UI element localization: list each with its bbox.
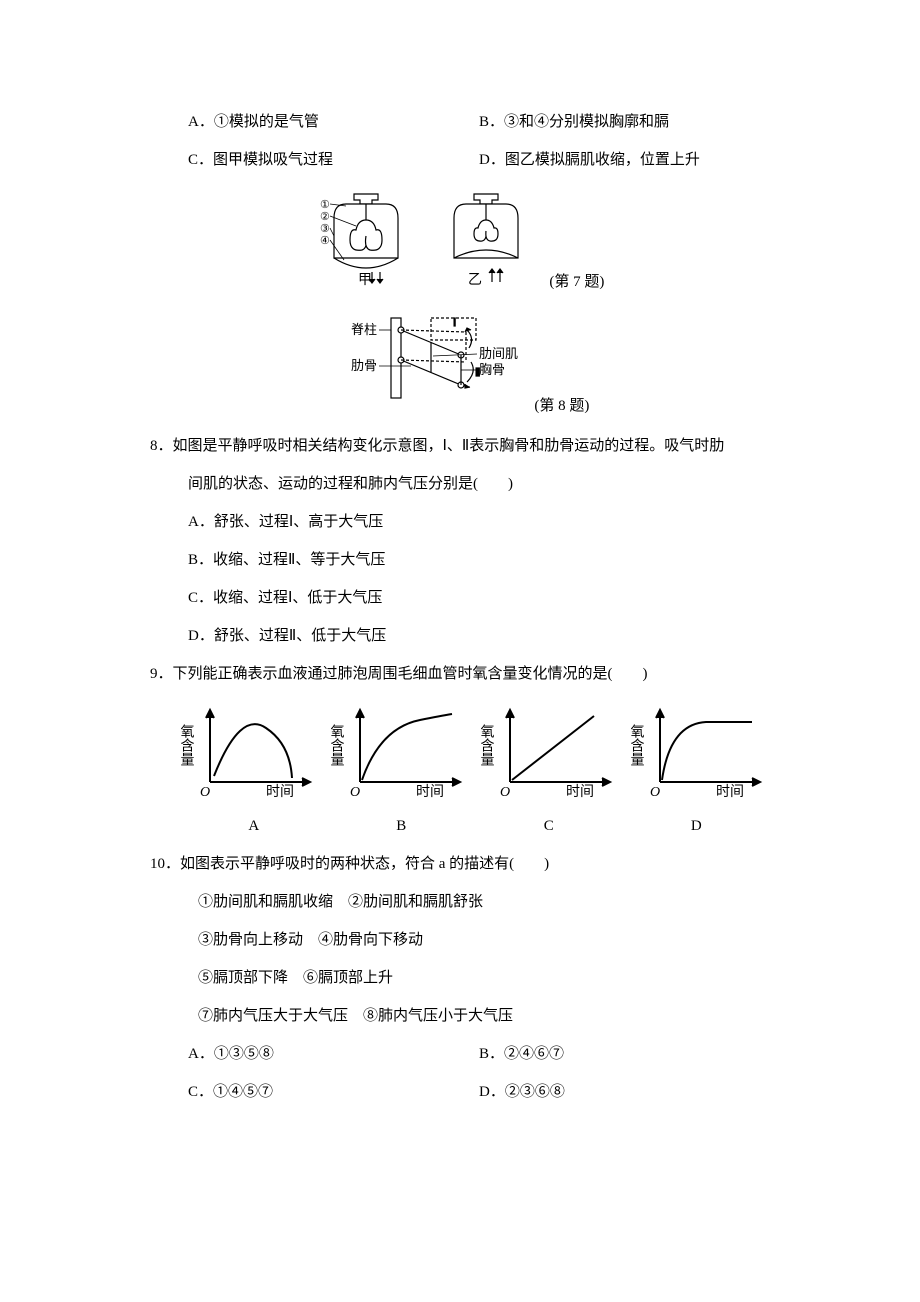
q9-label-d: D xyxy=(623,814,771,838)
q9a-ylabel: 氧含量 xyxy=(180,724,195,766)
q7-diagram-svg: ① ② ③ ④ 甲 乙 xyxy=(316,186,546,286)
q9-label-a: A xyxy=(180,814,328,838)
q8-opt-a: A．舒张、过程Ⅰ、高于大气压 xyxy=(188,510,770,534)
q9c-ylabel: 氧含量 xyxy=(480,724,495,766)
q9-chart-b: 氧含量 O 时间 xyxy=(330,700,470,808)
q7-opt-d: D．图乙模拟膈肌收缩，位置上升 xyxy=(479,148,770,172)
q8-label-spine: 脊柱 xyxy=(351,322,377,337)
q9a-origin: O xyxy=(200,785,210,800)
q9-chart-labels: A B C D xyxy=(180,814,770,838)
q8-options: A．舒张、过程Ⅰ、高于大气压 B．收缩、过程Ⅱ、等于大气压 C．收缩、过程Ⅰ、低… xyxy=(188,510,770,648)
q8-opt-d: D．舒张、过程Ⅱ、低于大气压 xyxy=(188,624,770,648)
q8-stem-line2: 间肌的状态、运动的过程和肺内气压分别是( ) xyxy=(150,472,770,496)
q10-line1: ①肋间肌和膈肌收缩 ②肋间肌和膈肌舒张 xyxy=(198,890,770,914)
q9d-origin: O xyxy=(650,785,660,800)
q8-label-rib: 肋骨 xyxy=(351,358,377,373)
q7-figure: ① ② ③ ④ 甲 乙 (第 7 题) xyxy=(150,186,770,294)
q7-caption: (第 7 题) xyxy=(549,274,604,290)
q10-stem: 10．如图表示平静呼吸时的两种状态，符合 a 的描述有( ) xyxy=(150,852,770,876)
q9d-xlabel: 时间 xyxy=(716,784,744,800)
q10-opt-a: A．①③⑤⑧ xyxy=(188,1042,479,1066)
q9a-xlabel: 时间 xyxy=(266,784,294,800)
q9b-xlabel: 时间 xyxy=(416,784,444,800)
q10-line3: ⑤膈顶部下降 ⑥膈顶部上升 xyxy=(198,966,770,990)
q10-options-row1: A．①③⑤⑧ B．②④⑥⑦ xyxy=(188,1042,770,1066)
q7-marker1: ① xyxy=(320,199,330,211)
q8-diagram-svg: Ⅰ Ⅱ 脊柱 肋骨 肋间肌 胸骨 xyxy=(331,310,531,410)
q7-opt-b: B．③和④分别模拟胸廓和膈 xyxy=(479,110,770,134)
q9-label-b: B xyxy=(328,814,476,838)
q10-opt-d: D．②③⑥⑧ xyxy=(479,1080,770,1104)
q8-label-sternum: 胸骨 xyxy=(479,362,505,377)
svg-text:Ⅰ: Ⅰ xyxy=(453,317,456,329)
q8-caption: (第 8 题) xyxy=(534,398,589,414)
q9-stem: 9．下列能正确表示血液通过肺泡周围毛细血管时氧含量变化情况的是( ) xyxy=(150,662,770,686)
q8-opt-b: B．收缩、过程Ⅱ、等于大气压 xyxy=(188,548,770,572)
q7-marker4: ④ xyxy=(320,235,330,247)
q7-label-yi: 乙 xyxy=(468,272,482,286)
q7-label-jia: 甲 xyxy=(358,273,372,286)
q9-chart-c: 氧含量 O 时间 xyxy=(480,700,620,808)
q9b-ylabel: 氧含量 xyxy=(330,724,345,766)
q8-figure: Ⅰ Ⅱ 脊柱 肋骨 肋间肌 胸骨 (第 8 题) xyxy=(150,310,770,418)
q9c-xlabel: 时间 xyxy=(566,784,594,800)
q9c-origin: O xyxy=(500,785,510,800)
q10-line2: ③肋骨向上移动 ④肋骨向下移动 xyxy=(198,928,770,952)
q10-options-row2: C．①④⑤⑦ D．②③⑥⑧ xyxy=(188,1080,770,1104)
q9-chart-d: 氧含量 O 时间 xyxy=(630,700,770,808)
q10-opt-c: C．①④⑤⑦ xyxy=(188,1080,479,1104)
q7-marker2: ② xyxy=(320,211,330,223)
q9-chart-a: 氧含量 O 时间 xyxy=(180,700,320,808)
q9b-origin: O xyxy=(350,785,360,800)
q7-options-row1: A．①模拟的是气管 B．③和④分别模拟胸廓和膈 xyxy=(188,110,770,134)
q10-line4: ⑦肺内气压大于大气压 ⑧肺内气压小于大气压 xyxy=(198,1004,770,1028)
q7-marker3: ③ xyxy=(320,223,330,235)
q7-opt-c: C．图甲模拟吸气过程 xyxy=(188,148,479,172)
q8-stem-line1: 8．如图是平静呼吸时相关结构变化示意图，Ⅰ、Ⅱ表示胸骨和肋骨运动的过程。吸气时肋 xyxy=(150,434,770,458)
q10-opt-b: B．②④⑥⑦ xyxy=(479,1042,770,1066)
q7-opt-a: A．①模拟的是气管 xyxy=(188,110,479,134)
q8-label-inter: 肋间肌 xyxy=(479,346,518,361)
q9d-ylabel: 氧含量 xyxy=(630,724,645,766)
q9-charts: 氧含量 O 时间 氧含量 O 时间 氧含量 xyxy=(180,700,770,808)
q9-label-c: C xyxy=(475,814,623,838)
q8-opt-c: C．收缩、过程Ⅰ、低于大气压 xyxy=(188,586,770,610)
q7-options-row2: C．图甲模拟吸气过程 D．图乙模拟膈肌收缩，位置上升 xyxy=(188,148,770,172)
